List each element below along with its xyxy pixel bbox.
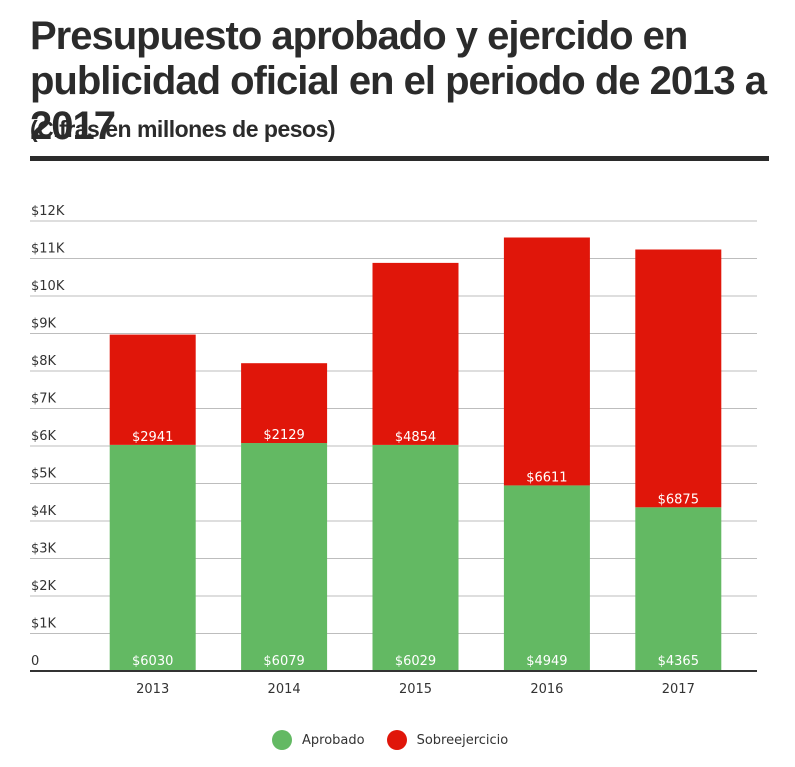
x-tick-label: 2014	[268, 682, 301, 697]
bar-aprobado-2017	[635, 507, 722, 671]
legend-item-aprobado[interactable]: Aprobado	[272, 730, 365, 750]
title-rule	[30, 156, 769, 161]
y-tick-label: $5K	[31, 467, 57, 482]
y-tick-label: $10K	[31, 279, 65, 294]
x-tick-label: 2015	[399, 682, 432, 697]
data-label-aprobado: $6029	[395, 654, 436, 669]
data-label-aprobado: $6079	[263, 654, 304, 669]
bar-aprobado-2015	[372, 444, 459, 671]
y-tick-label: $8K	[31, 354, 57, 369]
x-tick-label: 2016	[530, 682, 563, 697]
bar-aprobado-2013	[109, 444, 196, 671]
y-tick-label: $4K	[31, 504, 57, 519]
data-label-sobreejercicio: $2129	[263, 428, 304, 443]
chart-title: Presupuesto aprobado y ejercido en publi…	[30, 14, 767, 148]
data-label-sobreejercicio: $2941	[132, 430, 173, 445]
legend-item-sobreejercicio[interactable]: Sobreejercicio	[386, 730, 509, 750]
legend: Aprobado Sobreejercicio	[272, 730, 530, 750]
data-label-aprobado: $6030	[132, 654, 173, 669]
data-label-aprobado: $4949	[526, 654, 567, 669]
bar-aprobado-2016	[503, 485, 590, 671]
y-tick-label: $12K	[31, 204, 65, 219]
legend-swatch-sobreejercicio	[386, 730, 407, 750]
legend-swatch-aprobado	[272, 730, 292, 750]
x-tick-label: 2017	[662, 682, 695, 697]
y-tick-label: $3K	[31, 542, 57, 557]
y-tick-label: 0	[31, 654, 39, 669]
y-tick-label: $6K	[31, 429, 57, 444]
x-tick-label: 2013	[136, 682, 169, 697]
data-label-sobreejercicio: $4854	[395, 430, 436, 445]
bar-sobreejercicio-2013	[109, 334, 196, 445]
bar-sobreejercicio-2017	[635, 249, 722, 508]
y-tick-label: $1K	[31, 617, 57, 632]
bar-sobreejercicio-2015	[372, 262, 459, 445]
legend-label-aprobado: Aprobado	[302, 732, 365, 748]
bar-sobreejercicio-2014	[241, 363, 328, 444]
y-tick-label: $2K	[31, 579, 57, 594]
y-tick-label: $9K	[31, 317, 57, 332]
bar-sobreejercicio-2016	[503, 237, 590, 486]
bar-aprobado-2014	[241, 443, 328, 671]
y-tick-label: $7K	[31, 392, 57, 407]
chart-subtitle: (Cifras en millones de pesos)	[30, 116, 336, 142]
legend-label-sobreejercicio: Sobreejercicio	[416, 732, 509, 748]
y-tick-label: $11K	[31, 242, 65, 257]
data-label-sobreejercicio: $6875	[658, 492, 699, 507]
data-label-sobreejercicio: $6611	[526, 470, 567, 485]
data-label-aprobado: $4365	[658, 654, 699, 669]
